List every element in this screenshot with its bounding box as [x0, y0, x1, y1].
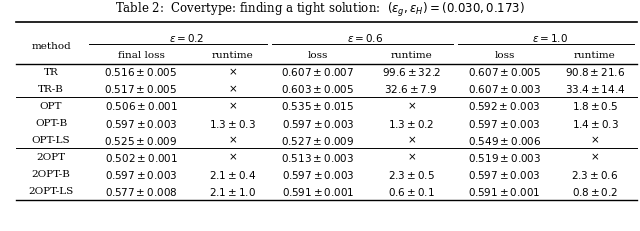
- Text: runtime: runtime: [212, 51, 253, 59]
- Text: TR-B: TR-B: [38, 85, 64, 94]
- Text: $\times$: $\times$: [228, 67, 237, 77]
- Text: $0.597 \pm 0.003$: $0.597 \pm 0.003$: [282, 168, 355, 180]
- Text: $0.597 \pm 0.003$: $0.597 \pm 0.003$: [282, 117, 355, 129]
- Text: 2OPT: 2OPT: [36, 152, 66, 161]
- Text: $0.8 \pm 0.2$: $0.8 \pm 0.2$: [572, 185, 618, 197]
- Text: $\times$: $\times$: [406, 135, 416, 145]
- Text: $1.3 \pm 0.3$: $1.3 \pm 0.3$: [209, 117, 256, 129]
- Text: $32.6 \pm 7.9$: $32.6 \pm 7.9$: [385, 83, 438, 95]
- Text: $0.607 \pm 0.003$: $0.607 \pm 0.003$: [468, 83, 541, 95]
- Text: loss: loss: [494, 51, 515, 59]
- Text: $0.527 \pm 0.009$: $0.527 \pm 0.009$: [282, 134, 355, 146]
- Text: $2.3 \pm 0.5$: $2.3 \pm 0.5$: [388, 168, 435, 180]
- Text: $\times$: $\times$: [406, 152, 416, 162]
- Text: $0.519 \pm 0.003$: $0.519 \pm 0.003$: [468, 151, 541, 163]
- Text: $0.591 \pm 0.001$: $0.591 \pm 0.001$: [282, 185, 355, 197]
- Text: final loss: final loss: [118, 51, 164, 59]
- Text: $0.516 \pm 0.005$: $0.516 \pm 0.005$: [104, 66, 178, 78]
- Text: $\varepsilon = 1.0$: $\varepsilon = 1.0$: [532, 32, 568, 44]
- Text: OPT-LS: OPT-LS: [32, 136, 70, 144]
- Text: $2.1 \pm 1.0$: $2.1 \pm 1.0$: [209, 185, 256, 197]
- Text: OPT: OPT: [40, 102, 62, 110]
- Text: $0.506 \pm 0.001$: $0.506 \pm 0.001$: [104, 100, 178, 112]
- Text: $\times$: $\times$: [228, 135, 237, 145]
- Text: $2.1 \pm 0.4$: $2.1 \pm 0.4$: [209, 168, 257, 180]
- Text: runtime: runtime: [390, 51, 432, 59]
- Text: $0.577 \pm 0.008$: $0.577 \pm 0.008$: [105, 185, 177, 197]
- Text: $0.591 \pm 0.001$: $0.591 \pm 0.001$: [468, 185, 541, 197]
- Text: $\times$: $\times$: [228, 152, 237, 162]
- Text: $0.607 \pm 0.005$: $0.607 \pm 0.005$: [468, 66, 541, 78]
- Text: $0.517 \pm 0.005$: $0.517 \pm 0.005$: [104, 83, 178, 95]
- Text: $0.597 \pm 0.003$: $0.597 \pm 0.003$: [105, 168, 177, 180]
- Text: $0.502 \pm 0.001$: $0.502 \pm 0.001$: [104, 151, 178, 163]
- Text: $0.592 \pm 0.003$: $0.592 \pm 0.003$: [468, 100, 541, 112]
- Text: $\times$: $\times$: [228, 101, 237, 111]
- Text: $0.549 \pm 0.006$: $0.549 \pm 0.006$: [468, 134, 541, 146]
- Text: Table 2:  Covertype: finding a tight solution:  $(\epsilon_g, \epsilon_H) = (0.0: Table 2: Covertype: finding a tight solu…: [115, 1, 525, 19]
- Text: $2.3 \pm 0.6$: $2.3 \pm 0.6$: [572, 168, 618, 180]
- Text: 2OPT-LS: 2OPT-LS: [28, 186, 74, 195]
- Text: $0.513 \pm 0.003$: $0.513 \pm 0.003$: [282, 151, 355, 163]
- Text: $33.4 \pm 14.4$: $33.4 \pm 14.4$: [564, 83, 625, 95]
- Text: $90.8 \pm 21.6$: $90.8 \pm 21.6$: [565, 66, 625, 78]
- Text: $1.4 \pm 0.3$: $1.4 \pm 0.3$: [572, 117, 618, 129]
- Text: $1.8 \pm 0.5$: $1.8 \pm 0.5$: [572, 100, 618, 112]
- Text: $0.597 \pm 0.003$: $0.597 \pm 0.003$: [468, 117, 541, 129]
- Text: $0.535 \pm 0.015$: $0.535 \pm 0.015$: [282, 100, 355, 112]
- Text: $0.525 \pm 0.009$: $0.525 \pm 0.009$: [104, 134, 178, 146]
- Text: TR: TR: [44, 68, 58, 76]
- Text: $0.603 \pm 0.005$: $0.603 \pm 0.005$: [282, 83, 355, 95]
- Text: loss: loss: [308, 51, 328, 59]
- Text: $0.597 \pm 0.003$: $0.597 \pm 0.003$: [468, 168, 541, 180]
- Text: $\varepsilon = 0.6$: $\varepsilon = 0.6$: [346, 32, 383, 44]
- Text: $99.6 \pm 32.2$: $99.6 \pm 32.2$: [381, 66, 441, 78]
- Text: $0.6 \pm 0.1$: $0.6 \pm 0.1$: [388, 185, 435, 197]
- Text: 2OPT-B: 2OPT-B: [31, 170, 70, 178]
- Text: $1.3 \pm 0.2$: $1.3 \pm 0.2$: [388, 117, 435, 129]
- Text: $\varepsilon = 0.2$: $\varepsilon = 0.2$: [170, 32, 205, 44]
- Text: OPT-B: OPT-B: [35, 119, 67, 128]
- Text: $\times$: $\times$: [406, 101, 416, 111]
- Text: runtime: runtime: [574, 51, 616, 59]
- Text: method: method: [31, 42, 71, 51]
- Text: $\times$: $\times$: [590, 152, 600, 162]
- Text: $0.607 \pm 0.007$: $0.607 \pm 0.007$: [282, 66, 355, 78]
- Text: $\times$: $\times$: [228, 84, 237, 94]
- Text: $0.597 \pm 0.003$: $0.597 \pm 0.003$: [105, 117, 177, 129]
- Text: $\times$: $\times$: [590, 135, 600, 145]
